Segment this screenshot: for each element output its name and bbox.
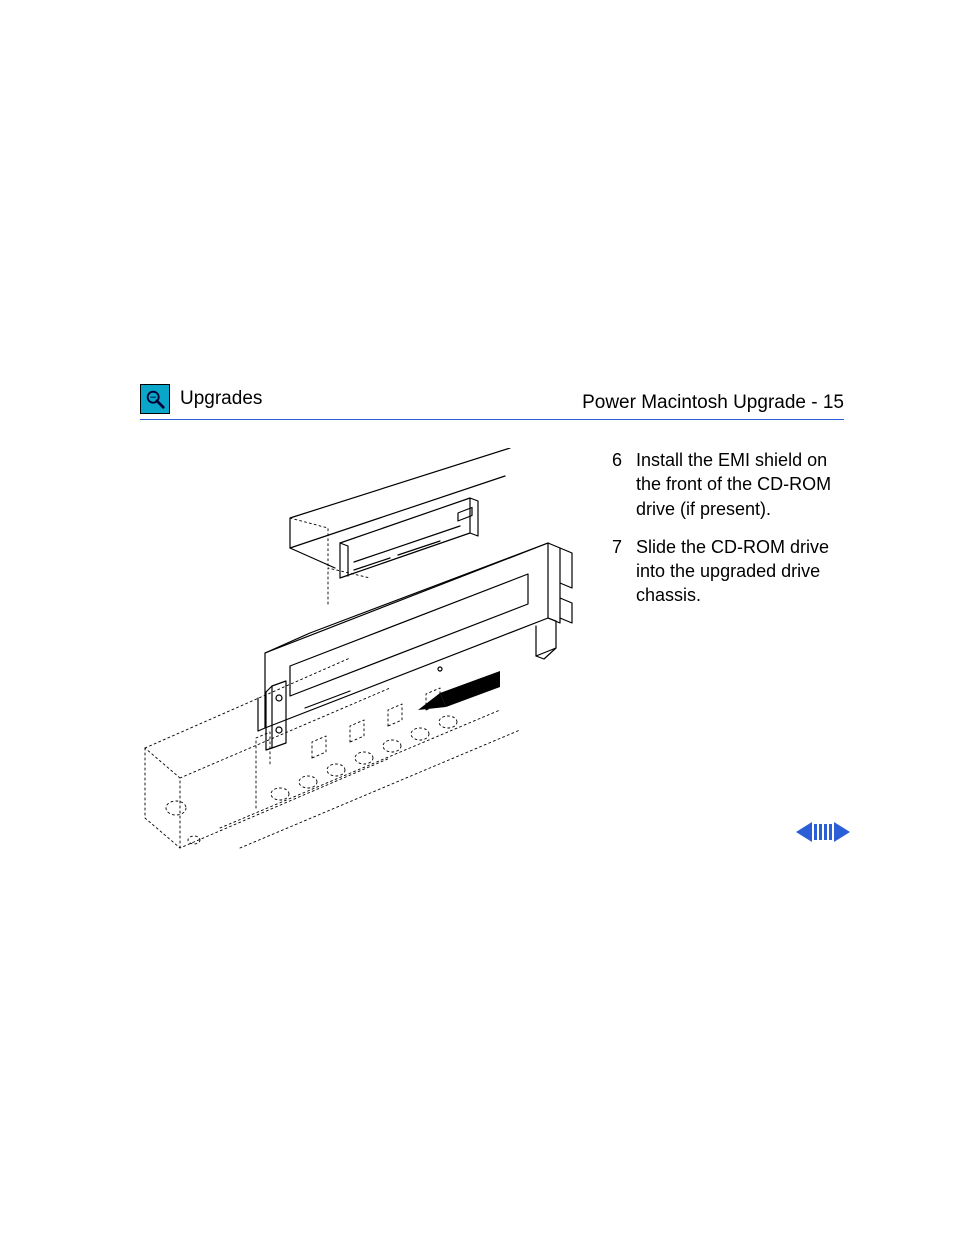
prev-page-button[interactable] (796, 822, 812, 842)
step-number: 6 (604, 448, 622, 521)
page-header: Upgrades Power Macintosh Upgrade - 15 (140, 384, 844, 420)
step-number: 7 (604, 535, 622, 608)
section-title: Upgrades (180, 388, 262, 410)
page-bars-icon (814, 824, 832, 840)
magnifier-icon (144, 388, 166, 410)
header-left-group: Upgrades (140, 384, 262, 414)
instruction-figure: .ln { fill:none; stroke:#000; stroke-wid… (140, 448, 580, 878)
page-nav (796, 822, 850, 842)
step-item: 7 Slide the CD-ROM drive into the upgrad… (604, 535, 844, 608)
step-item: 6 Install the EMI shield on the front of… (604, 448, 844, 521)
instruction-steps: 6 Install the EMI shield on the front of… (604, 448, 844, 878)
step-text: Install the EMI shield on the front of t… (636, 448, 844, 521)
section-icon (140, 384, 170, 414)
manual-page: Upgrades Power Macintosh Upgrade - 15 .l… (0, 0, 954, 1235)
page-title: Power Macintosh Upgrade - 15 (582, 392, 844, 414)
next-page-button[interactable] (834, 822, 850, 842)
step-text: Slide the CD-ROM drive into the upgraded… (636, 535, 844, 608)
page-body: .ln { fill:none; stroke:#000; stroke-wid… (140, 448, 844, 878)
